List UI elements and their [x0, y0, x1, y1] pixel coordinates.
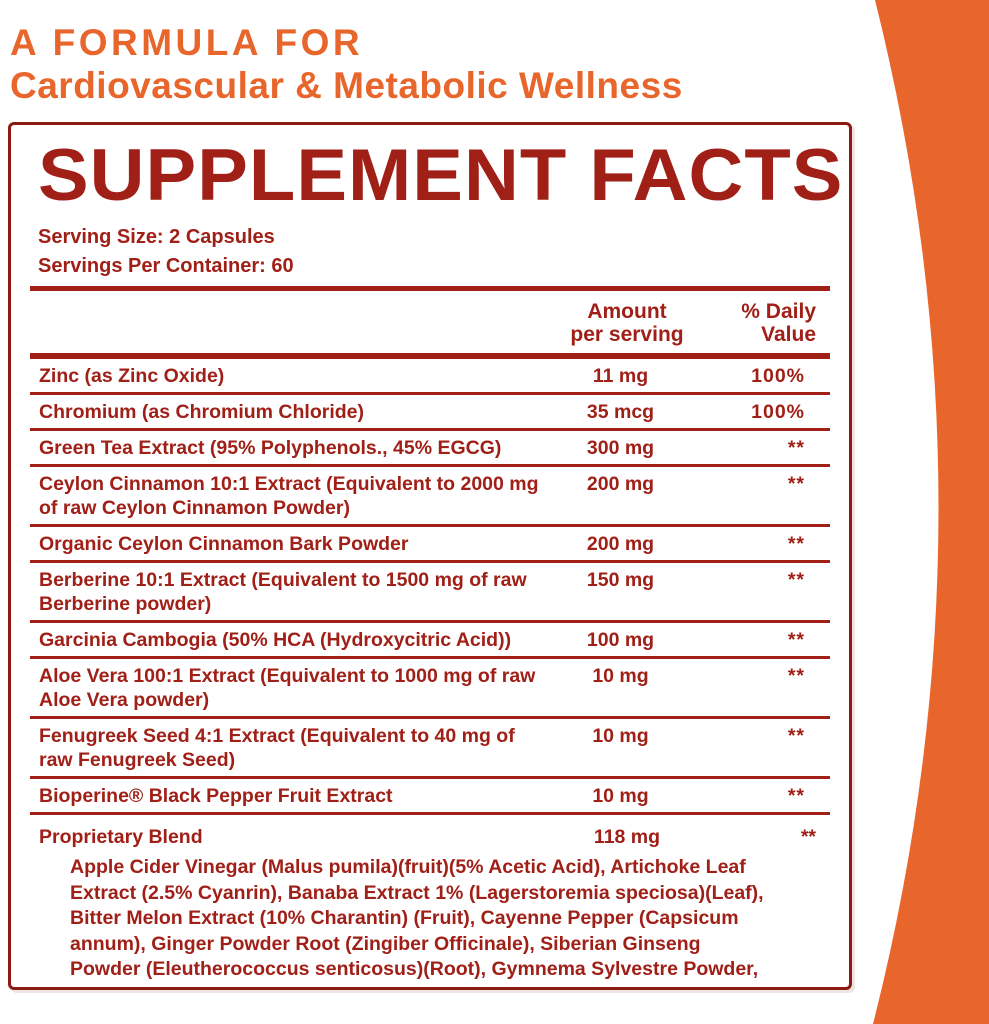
ingredient-daily-value: **	[787, 665, 805, 687]
serving-size: Serving Size: 2 Capsules	[38, 226, 275, 248]
ingredient-amount: 200 mg	[586, 473, 655, 495]
ingredient-daily-value: **	[787, 629, 805, 651]
ingredient-daily-value: **	[787, 785, 805, 807]
ingredient-amount: 10 mg	[592, 785, 649, 807]
ingredient-name: Green Tea Extract (95% Polyphenols., 45%…	[39, 437, 502, 459]
proprietary-blend-ingredients: Apple Cider Vinegar (Malus pumila)(fruit…	[70, 856, 764, 987]
ingredient-amount: 10 mg	[592, 665, 649, 687]
table-row: Organic Ceylon Cinnamon Bark Powder 200 …	[30, 527, 830, 563]
table-row: Chromium (as Chromium Chloride) 35 mcg 1…	[30, 395, 830, 431]
divider-top	[30, 286, 830, 291]
column-header-amount-line2: per serving	[570, 323, 684, 346]
ingredient-name: Garcinia Cambogia (50% HCA (Hydroxycitri…	[39, 629, 512, 651]
ingredient-name: Berberine 10:1 Extract (Equivalent to 15…	[39, 569, 527, 615]
table-column-header: Amount per serving % Daily Value	[30, 291, 830, 353]
ingredient-daily-value: **	[787, 473, 805, 495]
table-row: Bioperine® Black Pepper Fruit Extract 10…	[30, 779, 830, 815]
table-row: Fenugreek Seed 4:1 Extract (Equivalent t…	[30, 719, 830, 779]
column-header-daily-value: % Daily Value	[702, 300, 830, 346]
ingredient-amount: 150 mg	[586, 569, 655, 591]
table-row: Zinc (as Zinc Oxide) 11 mg 100%	[30, 359, 830, 395]
ingredient-daily-value: 100%	[751, 365, 805, 387]
ingredient-daily-value: **	[787, 533, 805, 555]
supplement-facts-panel: SUPPLEMENT FACTS Serving Size: 2 Capsule…	[8, 122, 852, 990]
ingredient-daily-value: **	[787, 437, 805, 459]
ingredient-amount: 300 mg	[586, 437, 655, 459]
serving-info: Serving Size: 2 Capsules Servings Per Co…	[30, 223, 830, 281]
table-row: Ceylon Cinnamon 10:1 Extract (Equivalent…	[30, 467, 830, 527]
ingredient-name: Ceylon Cinnamon 10:1 Extract (Equivalent…	[39, 473, 539, 519]
table-row: Garcinia Cambogia (50% HCA (Hydroxycitri…	[30, 623, 830, 659]
ingredient-name: Aloe Vera 100:1 Extract (Equivalent to 1…	[39, 665, 536, 711]
column-header-dv-line2: Value	[761, 323, 816, 346]
column-header-amount-line1: Amount	[587, 300, 667, 323]
ingredient-name: Organic Ceylon Cinnamon Bark Powder	[39, 533, 409, 555]
proprietary-blend-name: Proprietary Blend	[39, 826, 203, 848]
column-header-amount: Amount per serving	[552, 300, 702, 346]
heading-kicker: A FORMULA FOR	[10, 22, 364, 63]
column-header-ingredient	[30, 300, 552, 346]
ingredient-amount: 11 mg	[592, 365, 649, 387]
ingredient-daily-value: **	[787, 725, 805, 747]
ingredient-rows: Zinc (as Zinc Oxide) 11 mg 100% Chromium…	[30, 359, 830, 815]
panel-title: SUPPLEMENT FACTS	[38, 135, 844, 216]
ingredient-daily-value: **	[787, 569, 805, 591]
ingredient-amount: 200 mg	[586, 533, 655, 555]
proprietary-blend-amount: 118 mg	[593, 826, 661, 848]
ingredient-amount: 100 mg	[586, 629, 655, 651]
ingredient-daily-value: 100%	[751, 401, 805, 423]
servings-per-container: Servings Per Container: 60	[38, 255, 294, 277]
proprietary-blend-row: Proprietary Blend 118 mg **	[30, 815, 830, 851]
column-header-dv-line1: % Daily	[741, 300, 816, 323]
ingredient-name: Bioperine® Black Pepper Fruit Extract	[39, 785, 393, 807]
table-row: Berberine 10:1 Extract (Equivalent to 15…	[30, 563, 830, 623]
ingredient-name: Fenugreek Seed 4:1 Extract (Equivalent t…	[39, 725, 515, 771]
product-heading: A FORMULA FOR Cardiovascular & Metabolic…	[10, 22, 683, 108]
table-row: Green Tea Extract (95% Polyphenols., 45%…	[30, 431, 830, 467]
heading-title: Cardiovascular & Metabolic Wellness	[10, 65, 683, 106]
ingredient-name: Chromium (as Chromium Chloride)	[39, 401, 365, 423]
ingredient-amount: 35 mcg	[586, 401, 655, 423]
table-row: Aloe Vera 100:1 Extract (Equivalent to 1…	[30, 659, 830, 719]
ingredient-name: Zinc (as Zinc Oxide)	[39, 365, 225, 387]
ingredient-amount: 10 mg	[592, 725, 649, 747]
proprietary-blend-daily-value: **	[800, 826, 816, 848]
divider-header	[30, 353, 830, 359]
